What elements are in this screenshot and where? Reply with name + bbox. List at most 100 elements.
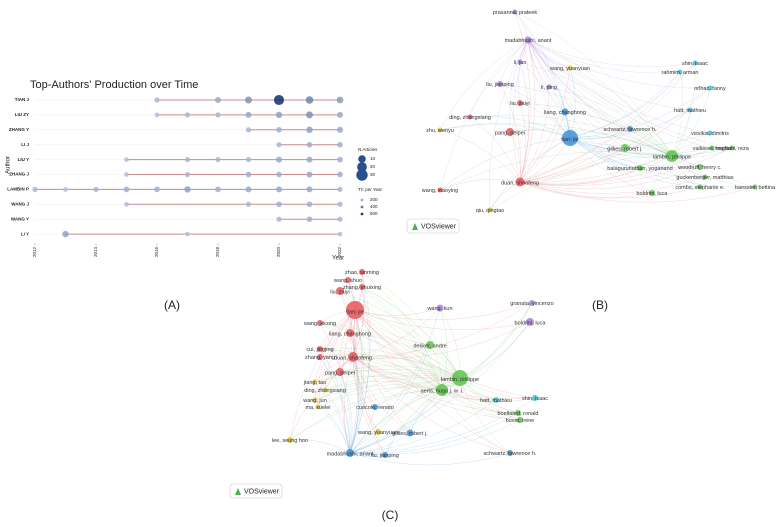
bubble — [337, 231, 343, 237]
y-tick-label: TIAN J — [15, 97, 30, 102]
edge — [352, 356, 497, 401]
edge — [671, 155, 756, 188]
edge — [441, 321, 531, 391]
edge — [569, 87, 711, 139]
bubble — [124, 172, 129, 177]
x-tick-label: 2016 — [154, 246, 159, 257]
edge — [519, 128, 631, 183]
edge — [317, 309, 356, 408]
node-label: shin, isaac — [682, 61, 708, 67]
bubble — [306, 186, 313, 193]
edge — [289, 377, 461, 441]
legend-label: 20 — [370, 164, 376, 169]
edge — [352, 307, 441, 358]
edge — [499, 83, 521, 183]
node-label: woodruff, henry c. — [677, 165, 722, 171]
node — [315, 404, 321, 410]
edge — [519, 167, 641, 186]
edge — [317, 406, 351, 454]
bubble — [273, 94, 285, 106]
node-label: pang, peipei — [325, 370, 355, 376]
legend-swatch — [360, 212, 364, 216]
edge — [519, 102, 673, 157]
y-tick-label: ZHANG J — [9, 172, 29, 177]
edge — [441, 389, 511, 454]
edge — [519, 61, 571, 139]
x-tick-label: 2020 — [276, 246, 281, 257]
node-label: ma, xuelei — [305, 405, 330, 411]
edge — [439, 129, 521, 183]
edge — [354, 309, 497, 401]
edge — [514, 11, 531, 183]
edge — [349, 397, 536, 454]
edge — [527, 39, 626, 149]
edge — [441, 389, 536, 402]
edge — [314, 375, 461, 401]
edge — [527, 39, 631, 130]
edge — [439, 179, 521, 191]
node-label: wang, jun — [302, 398, 327, 404]
edge — [354, 302, 533, 321]
edge — [349, 377, 461, 454]
edge — [354, 309, 536, 399]
node — [524, 36, 532, 44]
edge — [439, 122, 673, 157]
node — [637, 165, 643, 171]
edge — [527, 39, 571, 69]
node — [336, 368, 344, 376]
node — [287, 437, 293, 443]
edge — [361, 271, 443, 391]
node — [382, 452, 388, 458]
node — [666, 150, 678, 162]
bubble — [306, 126, 313, 134]
node — [452, 370, 468, 386]
y-tick-label: WANG Y — [11, 216, 29, 221]
bubble — [337, 171, 343, 178]
edge — [339, 290, 443, 391]
edge — [289, 439, 351, 454]
bubble — [306, 141, 313, 148]
edge — [514, 11, 673, 157]
node-label: shin, isaac — [522, 396, 548, 402]
edge — [349, 271, 371, 454]
edge — [499, 83, 571, 139]
edge — [319, 322, 443, 391]
legend-label: 600 — [370, 211, 378, 216]
edge — [527, 39, 713, 149]
legend-swatch — [360, 205, 364, 209]
edge — [489, 137, 571, 211]
node — [627, 126, 633, 132]
edge — [354, 309, 461, 379]
node — [517, 100, 523, 106]
logo-text: VOSviewer — [244, 488, 280, 495]
node-label: ding, zhongxiang — [304, 388, 346, 394]
node-label: liang, changhong — [329, 331, 371, 337]
node — [707, 85, 713, 91]
edge — [341, 309, 356, 454]
bubble — [337, 201, 343, 207]
edge — [344, 356, 354, 454]
bubble — [215, 112, 221, 118]
y-tick-label: LI J — [21, 142, 29, 147]
edge — [339, 290, 461, 379]
edge — [439, 39, 529, 131]
edge — [527, 39, 673, 157]
node — [697, 184, 703, 190]
edge — [314, 381, 351, 454]
edge — [354, 309, 376, 408]
node — [426, 341, 434, 349]
edge — [569, 137, 701, 188]
edge — [519, 132, 711, 183]
legend-bubble — [356, 169, 368, 181]
bubble — [124, 201, 129, 207]
node — [677, 69, 683, 75]
node — [517, 59, 523, 65]
edge — [349, 332, 461, 379]
edge — [374, 377, 461, 408]
edge — [527, 39, 571, 139]
bubble — [62, 230, 69, 238]
node — [312, 397, 318, 403]
node-label: cui, jingjing — [306, 347, 333, 353]
edge — [519, 166, 701, 190]
y-tick-label: LI Y — [21, 231, 29, 236]
